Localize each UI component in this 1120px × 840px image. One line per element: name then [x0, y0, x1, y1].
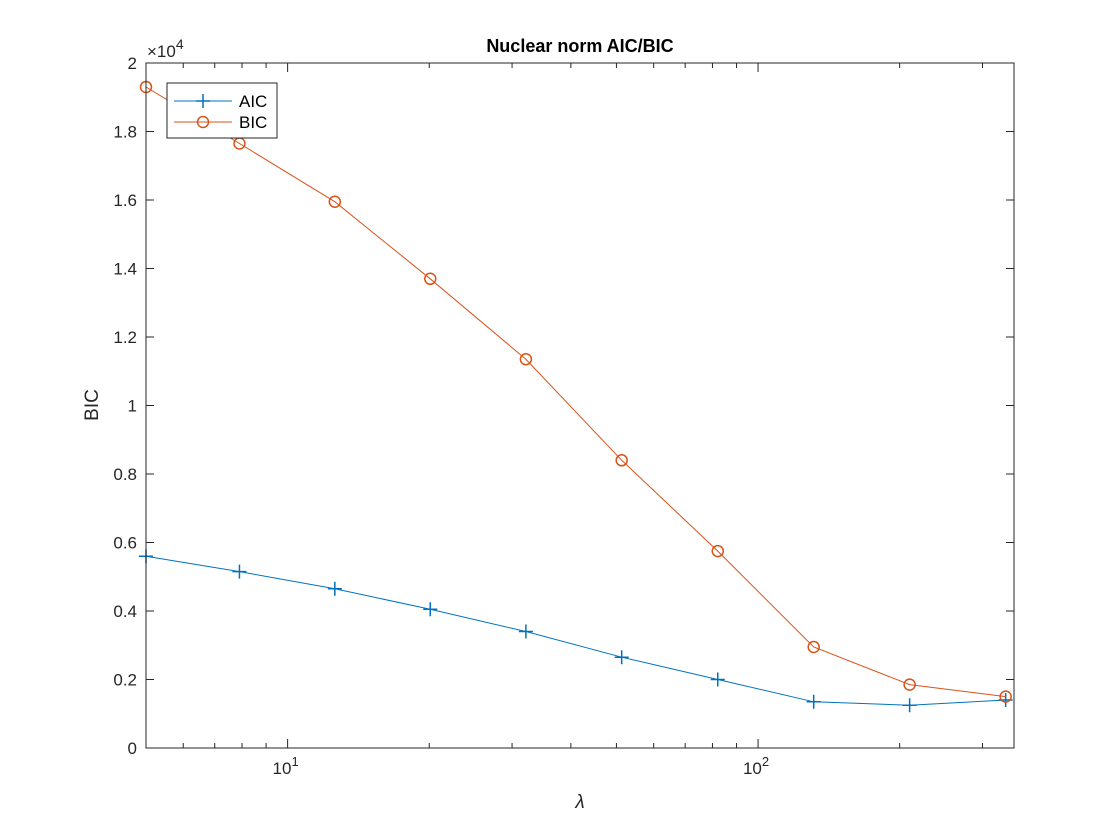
- y-tick-label: 0.8: [113, 465, 137, 484]
- legend-label-bic: BIC: [239, 113, 267, 132]
- series-line-bic: [145, 86, 1006, 698]
- data-point-aic: [518, 624, 533, 639]
- data-point-bic: [423, 272, 437, 286]
- chart-title: Nuclear norm AIC/BIC: [486, 36, 673, 56]
- legend-marker-bic: [196, 115, 210, 129]
- y-exponent-base: ×10: [147, 42, 176, 61]
- legend-label-aic: AIC: [239, 92, 267, 111]
- legend-box: [166, 82, 278, 139]
- data-point-bic: [615, 454, 628, 467]
- data-point-aic: [232, 564, 247, 579]
- data-point-aic: [614, 650, 629, 665]
- legend: AIC BIC: [166, 82, 278, 139]
- data-point-bic: [328, 195, 342, 208]
- data-point-bic: [519, 353, 533, 366]
- plot-area: [146, 63, 1014, 748]
- data-point-bic: [807, 640, 820, 654]
- series-line-aic: [145, 555, 1006, 706]
- x-axis-label: λ: [574, 792, 584, 813]
- legend-marker-aic: [196, 94, 210, 108]
- y-tick-label: 1.4: [113, 260, 137, 279]
- y-tick-label: 1.6: [113, 191, 137, 210]
- x-tick-power: 2: [762, 754, 769, 769]
- data-point-bic: [999, 690, 1012, 703]
- y-tick-label: 1.2: [113, 328, 137, 347]
- y-axis-label: BIC: [82, 389, 103, 421]
- x-tick-base: 10: [273, 759, 292, 778]
- data-point-aic: [327, 581, 342, 596]
- x-tick-base: 10: [743, 759, 762, 778]
- x-tick-power: 1: [291, 754, 298, 769]
- data-point-bic: [711, 544, 725, 558]
- y-exponent-label: ×104: [147, 36, 184, 61]
- y-tick-label: 0: [128, 739, 137, 758]
- data-point-aic: [902, 698, 917, 713]
- y-tick-label: 1: [128, 397, 137, 416]
- series-layer: [139, 80, 1013, 713]
- y-tick-label: 0.2: [113, 671, 137, 690]
- y-tick-label: 1.8: [113, 123, 137, 142]
- y-tick-label: 0.6: [113, 534, 137, 553]
- x-tick-label: 102: [743, 754, 769, 778]
- data-point-aic: [710, 672, 725, 687]
- x-tick-label: 101: [273, 754, 299, 778]
- y-tick-label: 0.4: [113, 602, 137, 621]
- y-exponent-power: 4: [176, 36, 184, 52]
- y-tick-label: 2: [128, 54, 137, 73]
- data-point-bic: [903, 678, 916, 691]
- data-point-aic: [423, 602, 438, 617]
- data-point-aic: [806, 694, 821, 709]
